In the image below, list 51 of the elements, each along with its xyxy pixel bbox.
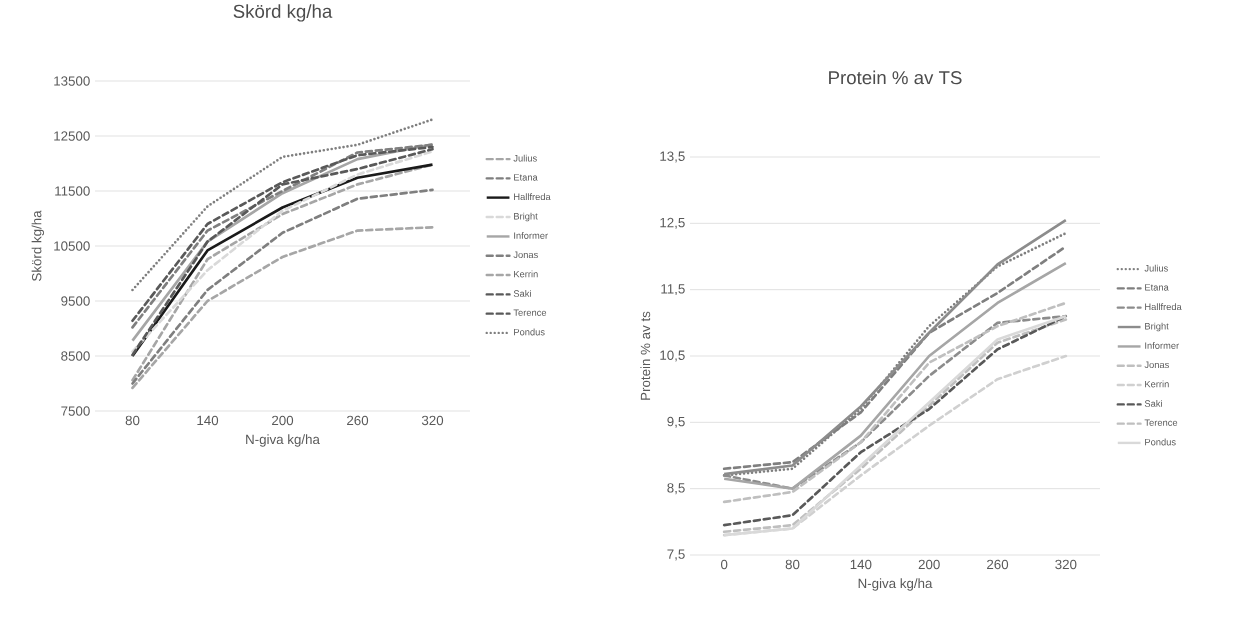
x-tick-label: 140: [850, 559, 872, 570]
legend-label: Terence: [1144, 419, 1178, 426]
legend-label: Kerrin: [514, 270, 538, 278]
x-axis-title: N-giva kg/ha: [858, 578, 933, 591]
x-tick-label: 320: [1055, 559, 1077, 570]
x-tick-label: 80: [785, 559, 800, 570]
y-tick-label: 7500: [61, 406, 90, 416]
x-tick-label: 320: [421, 415, 444, 426]
chart-title: Skörd kg/ha: [233, 4, 333, 22]
legend-label: Bright: [514, 212, 538, 222]
legend-label: Informer: [1145, 342, 1179, 349]
legend-label: Jonas: [513, 251, 538, 259]
legend-label: Pondus: [514, 328, 545, 336]
y-tick-label: 12500: [54, 131, 90, 141]
x-tick-label: 80: [125, 415, 140, 426]
y-tick-label: 8500: [61, 351, 90, 361]
legend-label: Hallfreda: [1145, 303, 1182, 311]
y-axis-title: Protein % av ts: [640, 311, 651, 400]
legend-label: Etana: [514, 174, 538, 181]
legend-label: Bright: [1145, 322, 1169, 332]
y-tick-label: 11,5: [661, 284, 685, 296]
x-tick-label: 140: [197, 415, 219, 426]
chart-title: Protein % av TS: [829, 70, 962, 85]
legend-label: Jonas: [1144, 361, 1169, 369]
y-tick-label: 9,5: [667, 416, 685, 428]
x-tick-label: 200: [918, 559, 940, 570]
y-tick-label: 7,5: [667, 549, 685, 561]
legend-label: Saki: [513, 290, 531, 297]
y-tick-label: 9500: [61, 296, 90, 306]
legend-label: Julius: [513, 154, 537, 162]
y-tick-label: 13500: [54, 76, 90, 86]
legend-label: Pondus: [1145, 438, 1176, 446]
y-tick-label: 11500: [55, 186, 90, 196]
legend-label: Hallfreda: [514, 193, 551, 201]
legend-label: Informer: [514, 232, 548, 239]
legend-label: Etana: [1145, 284, 1169, 291]
y-tick-label: 13,5: [660, 151, 685, 163]
y-tick-label: 10500: [54, 241, 90, 251]
y-tick-label: 10,5: [660, 350, 685, 362]
x-tick-label: 260: [987, 559, 1009, 570]
y-axis-title: Skörd kg/ha: [31, 210, 45, 281]
x-tick-label: 200: [272, 415, 294, 426]
legend-label: Kerrin: [1145, 380, 1169, 388]
x-tick-label: 0: [720, 559, 728, 570]
legend-label: Julius: [1144, 264, 1168, 272]
x-tick-label: 260: [347, 415, 369, 426]
x-axis-title: N-giva kg/ha: [246, 434, 320, 447]
y-tick-label: 12,5: [660, 217, 685, 229]
y-tick-label: 8,5: [667, 483, 685, 495]
legend-label: Saki: [1144, 400, 1162, 407]
legend-label: Terence: [513, 309, 547, 316]
